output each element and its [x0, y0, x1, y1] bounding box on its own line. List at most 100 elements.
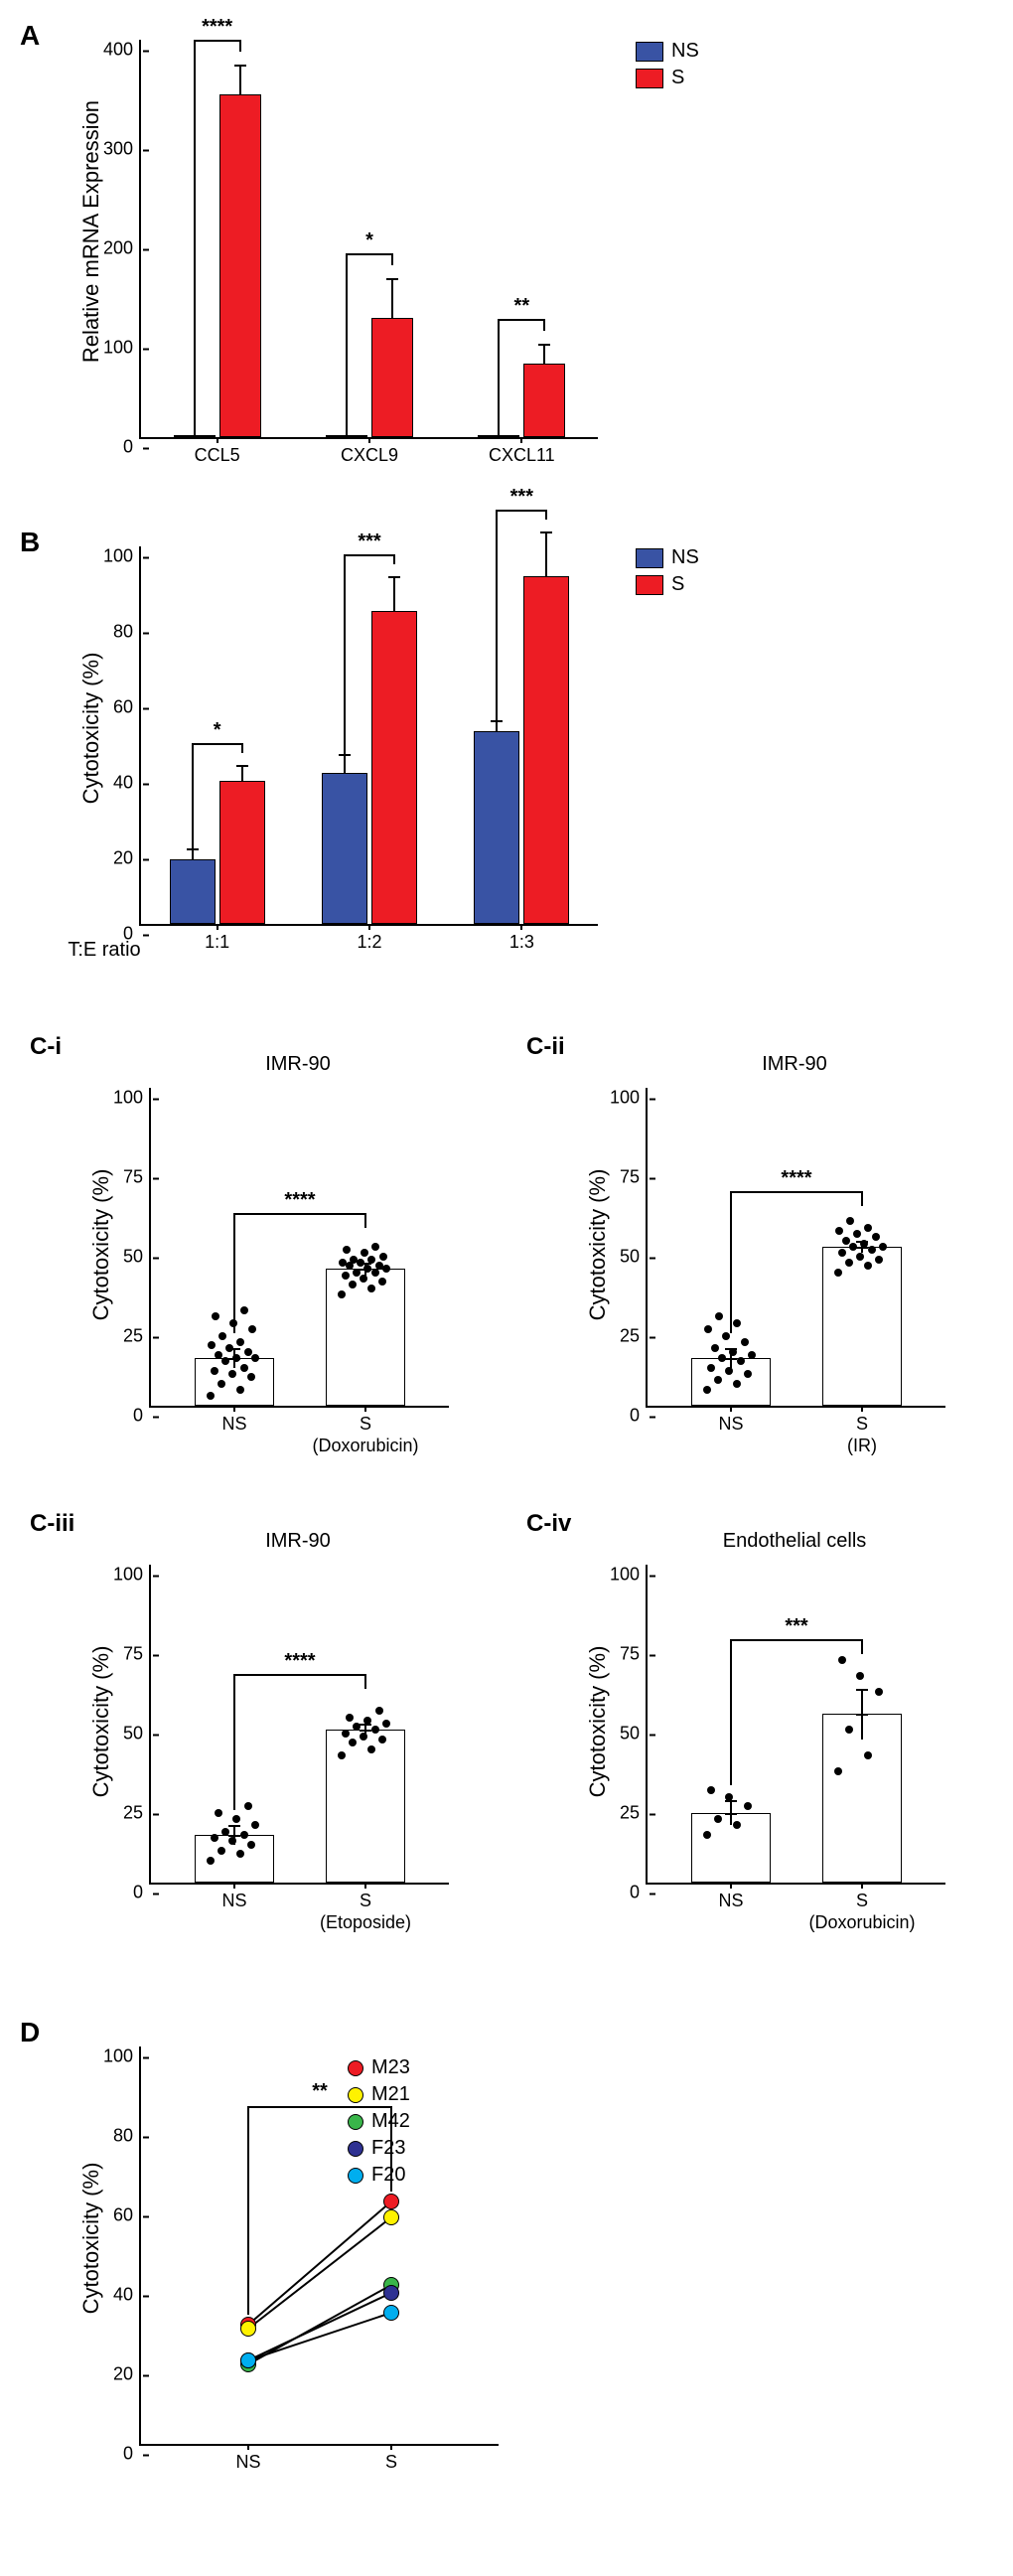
data-point — [838, 1249, 846, 1257]
data-point — [704, 1325, 712, 1333]
y-tick: 80 — [113, 2126, 141, 2147]
y-tick: 50 — [123, 1724, 151, 1744]
data-point — [215, 1351, 222, 1359]
panel-label-d: D — [20, 2017, 40, 2048]
data-point — [367, 1745, 375, 1753]
data-point — [722, 1332, 730, 1340]
data-point — [856, 1672, 864, 1680]
y-tick: 0 — [123, 437, 141, 458]
data-point — [232, 1815, 240, 1823]
bar-s — [523, 364, 565, 437]
sig-bracket — [731, 1639, 862, 1641]
data-point — [834, 1767, 842, 1775]
legend-dot — [348, 2168, 363, 2184]
data-point — [240, 1306, 248, 1314]
sub-chart: Cytotoxicity (%)0255075100NSS(Doxorubici… — [149, 1088, 449, 1408]
data-point — [714, 1376, 722, 1384]
data-point — [707, 1786, 715, 1794]
line-point — [383, 2209, 399, 2225]
data-point — [845, 1259, 853, 1267]
data-point — [382, 1720, 390, 1728]
data-point — [221, 1357, 229, 1365]
data-point — [744, 1370, 752, 1378]
y-tick: 100 — [103, 2046, 141, 2067]
legend-a: NSS — [636, 40, 699, 93]
data-point — [725, 1793, 733, 1801]
chart-a: Relative mRNA Expression 0100200300400 C… — [139, 40, 598, 439]
data-point — [872, 1233, 880, 1241]
sig-bracket — [499, 319, 544, 321]
data-point — [714, 1815, 722, 1823]
sub-title: Endothelial cells — [723, 1530, 867, 1553]
data-point — [707, 1364, 715, 1372]
data-point — [363, 1265, 371, 1273]
sig-bracket — [234, 1213, 365, 1215]
data-point — [868, 1246, 876, 1254]
data-point — [357, 1259, 364, 1267]
data-point — [236, 1386, 244, 1394]
data-point — [864, 1262, 872, 1270]
legend-dot — [348, 2141, 363, 2157]
sig-text: * — [214, 719, 221, 742]
sig-text: **** — [284, 1189, 315, 1212]
x-tick: CCL5 — [195, 437, 240, 466]
legend-item: M21 — [348, 2083, 410, 2106]
sub-panel-C-iii: C-iiiIMR-90Cytotoxicity (%)0255075100NSS… — [30, 1510, 506, 1967]
x-tick: NS — [221, 1406, 246, 1436]
x-tick: S(Doxorubicin) — [312, 1406, 418, 1456]
line-point — [383, 2285, 399, 2301]
data-point — [371, 1726, 379, 1734]
data-point — [343, 1246, 351, 1254]
data-point — [367, 1285, 375, 1292]
data-point — [363, 1717, 371, 1725]
y-tick: 25 — [123, 1326, 151, 1347]
x-title-b: T:E ratio — [60, 939, 149, 962]
sub-chart: Cytotoxicity (%)0255075100NSS(Etoposide)… — [149, 1565, 449, 1885]
y-tick: 0 — [630, 1406, 648, 1427]
data-point — [215, 1809, 222, 1817]
legend-label: F20 — [371, 2164, 405, 2187]
x-tick: S(IR) — [847, 1406, 877, 1456]
bar — [326, 1269, 405, 1406]
sig-text: *** — [785, 1615, 807, 1638]
data-point — [378, 1278, 386, 1286]
data-point — [207, 1392, 215, 1400]
data-point — [248, 1325, 256, 1333]
data-point — [349, 1739, 357, 1746]
data-point — [353, 1723, 361, 1731]
data-point — [207, 1857, 215, 1865]
y-tick: 50 — [123, 1247, 151, 1268]
legend-label: M21 — [371, 2083, 410, 2106]
legend-dot — [348, 2060, 363, 2076]
data-point — [228, 1837, 236, 1845]
error-bar — [861, 1689, 863, 1715]
error-bar-down — [730, 1813, 732, 1826]
data-point — [360, 1275, 367, 1283]
bar-s — [371, 611, 417, 924]
data-point — [367, 1256, 375, 1264]
error-bar-down — [861, 1714, 863, 1740]
sub-panel-C-ii: C-iiIMR-90Cytotoxicity (%)0255075100NSS(… — [526, 1033, 1003, 1490]
data-point — [236, 1338, 244, 1346]
y-title-b: Cytotoxicity (%) — [78, 629, 104, 828]
data-point — [864, 1224, 872, 1232]
data-point — [703, 1831, 711, 1839]
sig-bracket — [731, 1191, 862, 1193]
data-point — [737, 1357, 745, 1365]
x-tick: S(Etoposide) — [320, 1883, 411, 1933]
sub-y-title: Cytotoxicity (%) — [585, 1155, 611, 1334]
sig-text: * — [365, 229, 373, 252]
y-tick: 100 — [113, 1565, 151, 1586]
data-point — [247, 1373, 255, 1381]
data-point — [879, 1243, 887, 1251]
data-point — [382, 1265, 390, 1273]
data-point — [875, 1256, 883, 1264]
error-bar — [545, 531, 547, 577]
data-point — [375, 1262, 383, 1270]
error-bar — [233, 1825, 235, 1835]
sub-chart: Cytotoxicity (%)0255075100NSS(IR)**** — [646, 1088, 945, 1408]
legend-label: S — [671, 67, 684, 89]
y-tick: 25 — [620, 1803, 648, 1824]
data-point — [228, 1370, 236, 1378]
data-point — [342, 1272, 350, 1280]
